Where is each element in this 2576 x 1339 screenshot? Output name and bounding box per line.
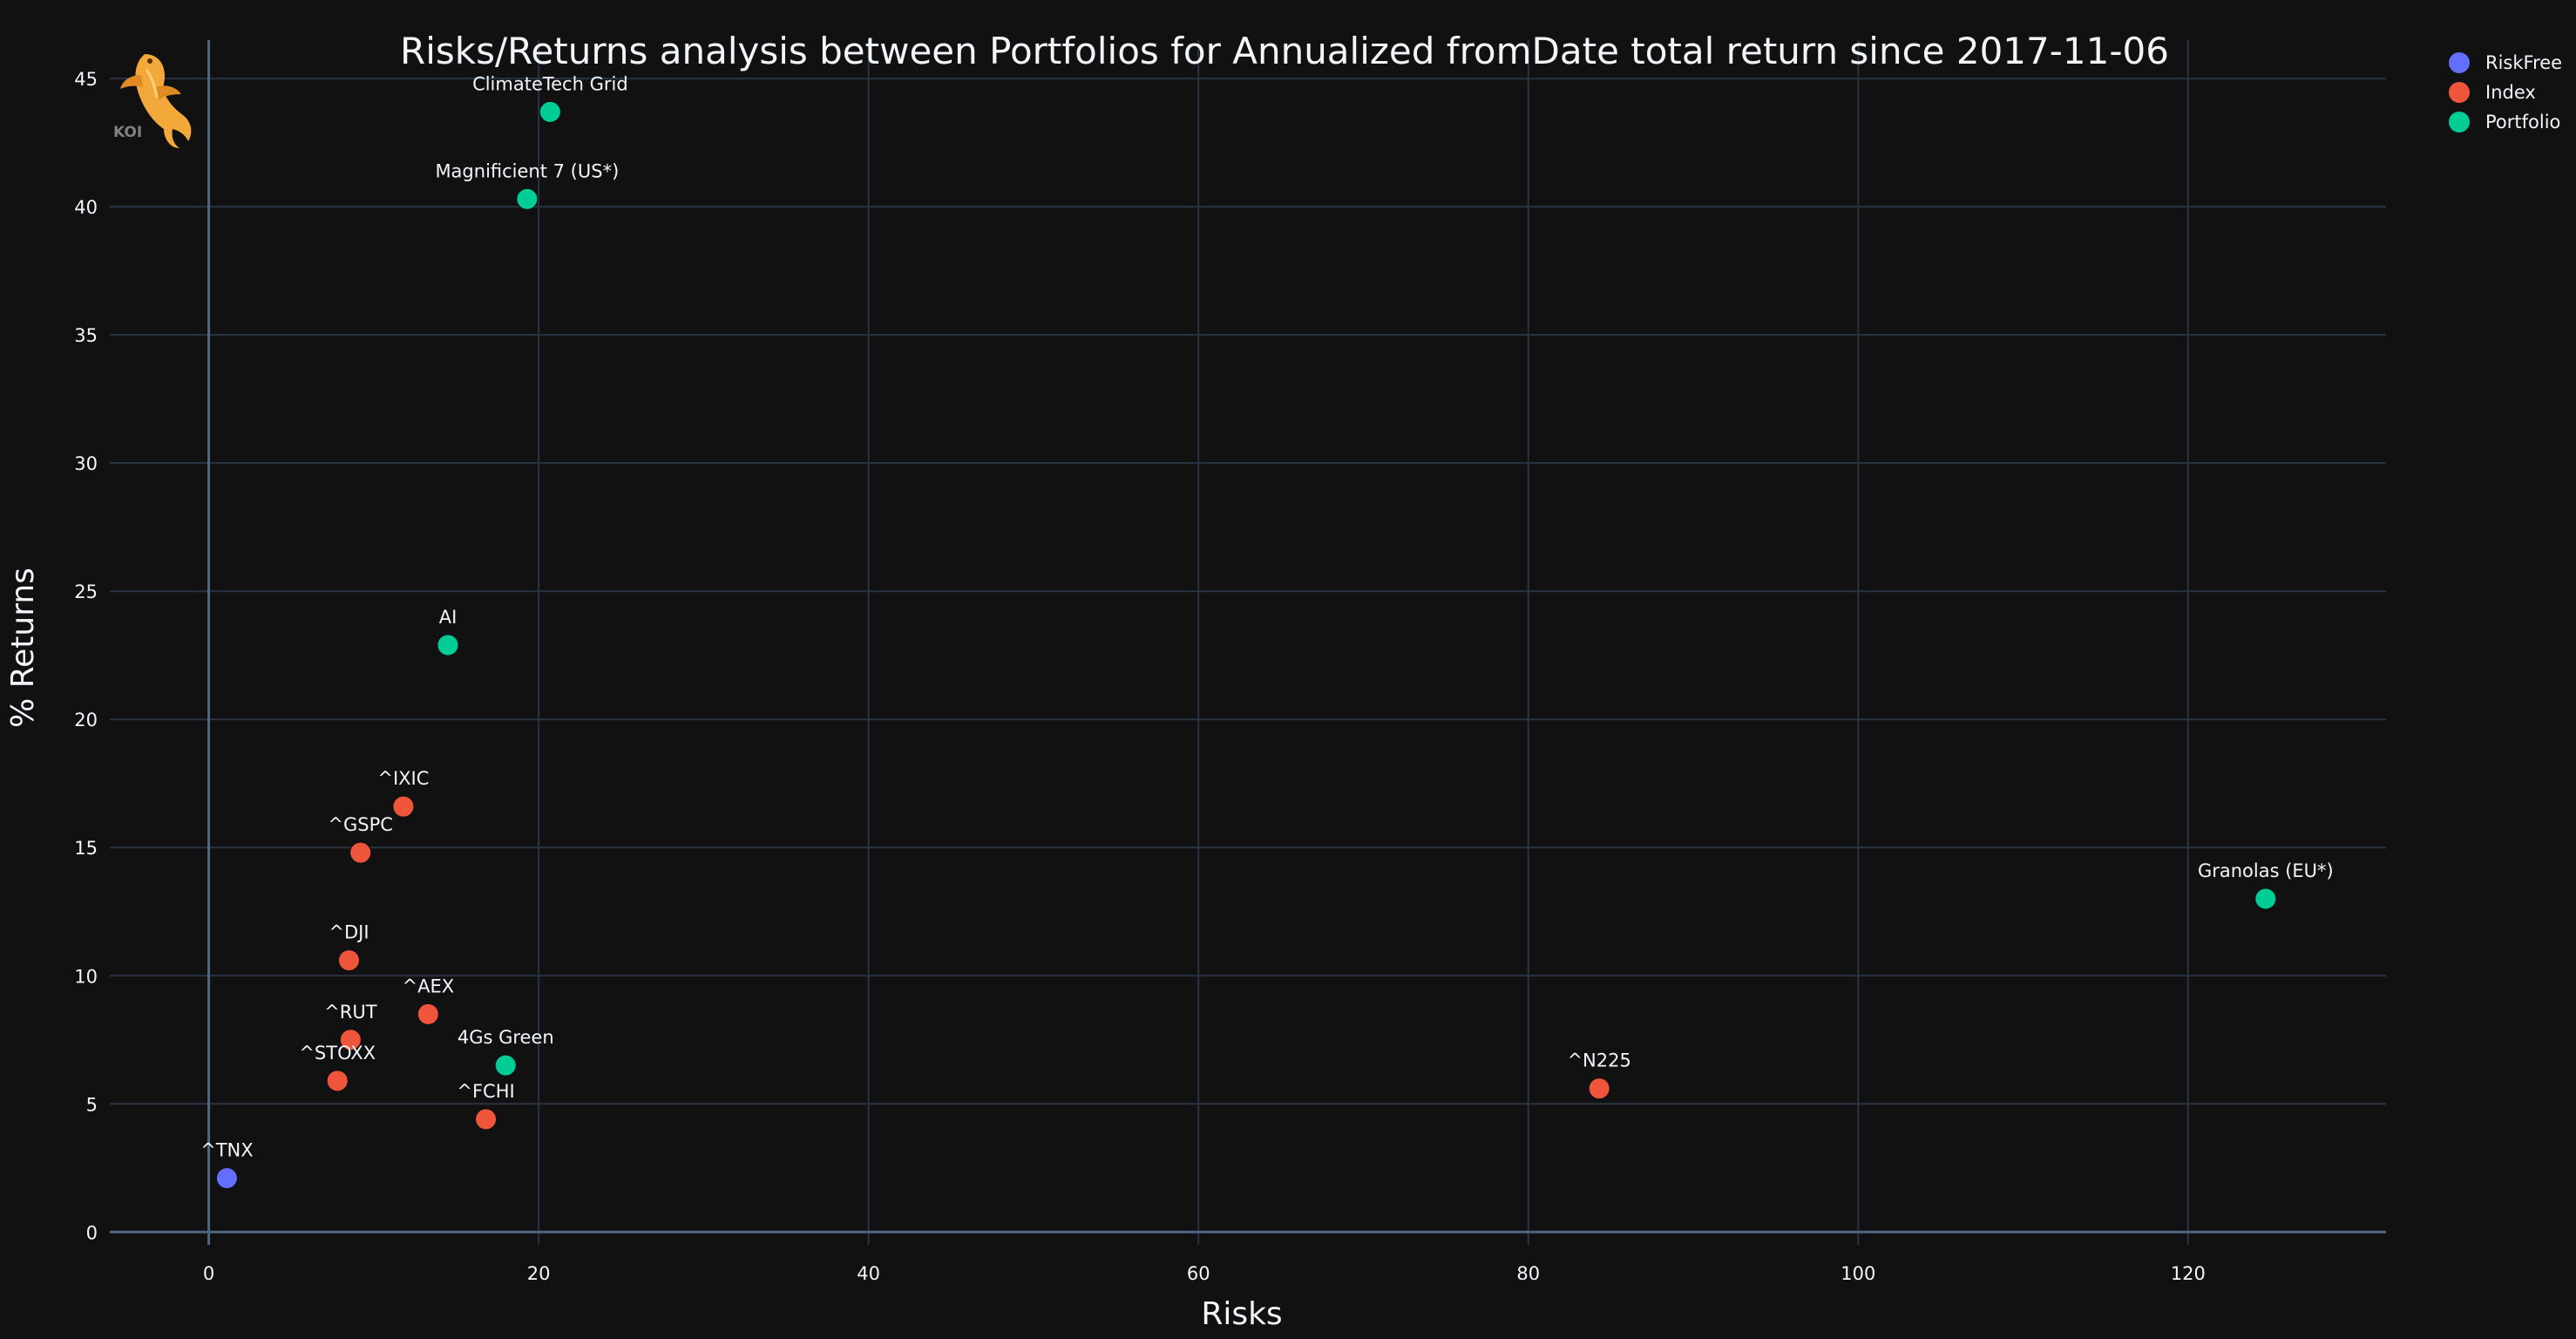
x-tick-label: 80	[1516, 1263, 1540, 1284]
y-tick-label: 45	[74, 69, 98, 90]
x-tick-label: 0	[203, 1263, 214, 1284]
y-tick-label: 25	[74, 581, 98, 602]
data-point-riskfree[interactable]	[215, 1167, 238, 1190]
data-label: ClimateTech Grid	[472, 73, 628, 94]
data-label: ^IXIC	[377, 768, 429, 789]
y-tick-label: 10	[74, 966, 98, 987]
legend-item-portfolio[interactable]: Portfolio	[2449, 108, 2562, 136]
legend-item-riskfree[interactable]: RiskFree	[2449, 49, 2562, 77]
data-label: AI	[439, 607, 458, 628]
data-point-portfolio[interactable]	[2254, 887, 2277, 910]
y-tick-label: 35	[74, 325, 98, 346]
chart-title: Risks/Returns analysis between Portfolio…	[400, 30, 2169, 72]
x-tick-label: 40	[857, 1263, 880, 1284]
legend-label: RiskFree	[2485, 52, 2563, 73]
data-point-index[interactable]	[339, 1029, 362, 1051]
data-point-index[interactable]	[1588, 1077, 1610, 1100]
data-label: ^TNX	[200, 1140, 254, 1161]
data-point-index[interactable]	[392, 795, 415, 818]
y-tick-label: 5	[86, 1094, 98, 1115]
data-label: ^STOXX	[299, 1043, 376, 1064]
data-label: Granolas (EU*)	[2198, 860, 2334, 881]
data-point-portfolio[interactable]	[494, 1054, 517, 1077]
data-point-portfolio[interactable]	[539, 100, 561, 123]
legend-item-index[interactable]: Index	[2449, 78, 2562, 106]
data-labels: ^TNX ^IXIC ^GSPC ^DJI ^AEX ^RUT ^STOXX ^FCHI ^N2…	[200, 73, 2334, 1160]
data-label: ^DJI	[329, 922, 369, 943]
koi-fish-icon	[120, 54, 192, 148]
legend-marker	[2449, 52, 2470, 73]
legend-label: Portfolio	[2485, 112, 2561, 133]
y-tick-label: 40	[74, 197, 98, 218]
legend-marker	[2449, 112, 2470, 133]
y-axis-title: % Returns	[5, 568, 41, 728]
x-tick-label: 100	[1840, 1263, 1875, 1284]
x-axis-title: Risks	[1201, 1296, 1282, 1332]
data-point-index[interactable]	[326, 1070, 349, 1092]
y-tick-label: 15	[74, 838, 98, 859]
data-point-index[interactable]	[349, 841, 372, 864]
data-label: Magnificient 7 (US*)	[435, 160, 619, 181]
legend-label: Index	[2485, 82, 2536, 103]
data-point-index[interactable]	[475, 1108, 498, 1131]
data-point-index[interactable]	[337, 949, 360, 972]
data-label: ^FCHI	[457, 1081, 514, 1102]
x-tick-label: 60	[1187, 1263, 1210, 1284]
koi-logo: KOI	[110, 49, 206, 153]
data-point-index[interactable]	[417, 1003, 439, 1025]
data-label: 4Gs Green	[458, 1027, 554, 1048]
x-tick-label: 20	[527, 1263, 551, 1284]
logo-text: KOI	[113, 124, 143, 141]
x-tick-label: 120	[2171, 1263, 2206, 1284]
legend: RiskFree Index Portfolio	[2449, 49, 2562, 138]
data-points[interactable]	[215, 100, 2277, 1190]
grid-lines	[110, 40, 2386, 1245]
data-point-portfolio[interactable]	[437, 634, 459, 656]
y-tick-label: 20	[74, 710, 98, 731]
tick-labels: 0 20 40 60 80 100 120 0 5 10 15 20 25 30 35 40 45	[74, 69, 2206, 1284]
y-tick-label: 30	[74, 453, 98, 474]
axes	[110, 40, 2386, 1245]
data-label: ^AEX	[402, 975, 454, 996]
data-label: ^RUT	[324, 1002, 377, 1023]
y-tick-label: 0	[86, 1222, 98, 1243]
data-label: ^N225	[1567, 1050, 1630, 1071]
data-point-portfolio[interactable]	[516, 187, 539, 210]
data-label: ^GSPC	[328, 814, 393, 835]
legend-marker	[2449, 82, 2470, 103]
